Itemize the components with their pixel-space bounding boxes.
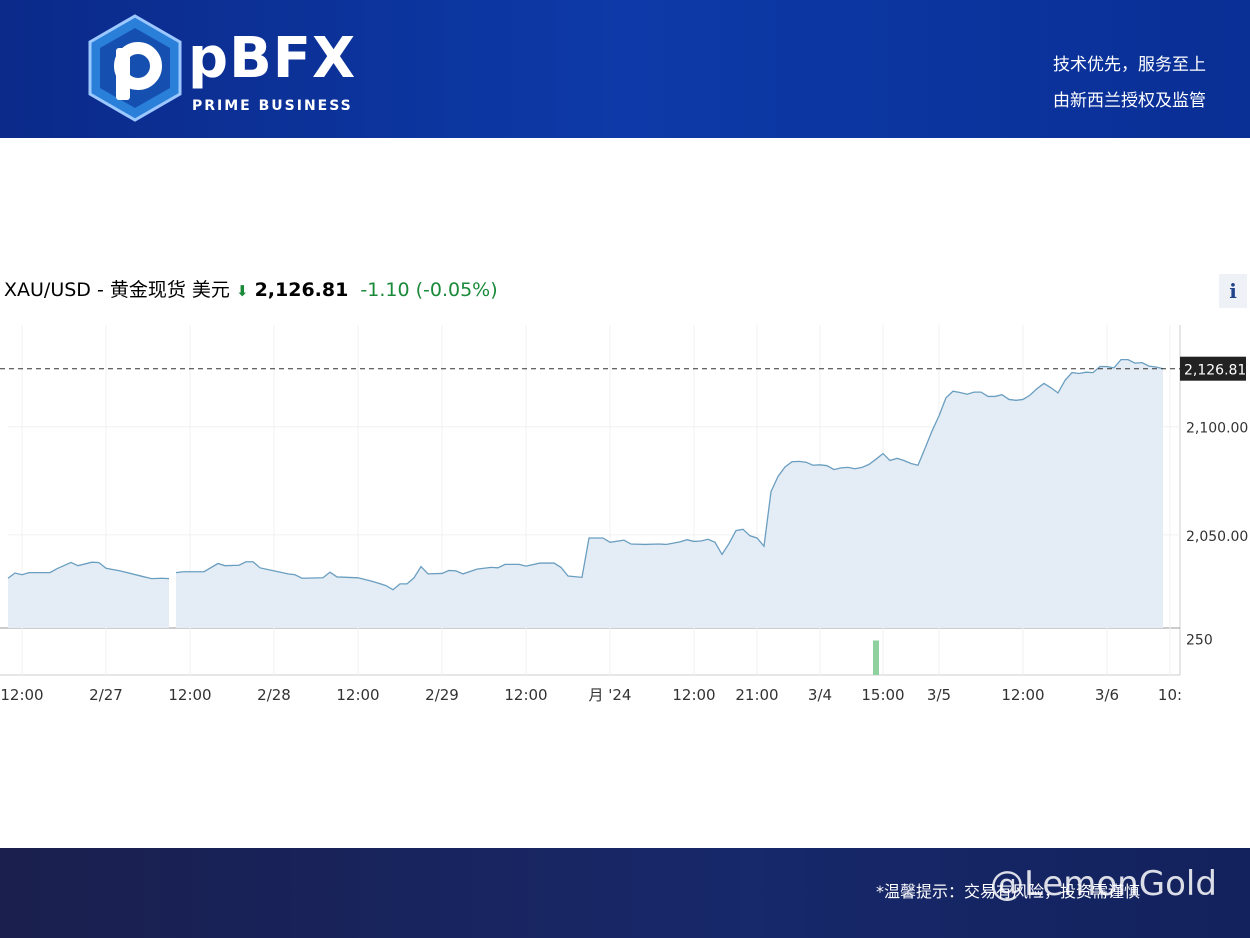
change: -1.10 bbox=[360, 279, 410, 301]
volume-tick-label: 250 bbox=[1186, 632, 1213, 648]
brand: pBFX bbox=[188, 26, 357, 91]
change-percent: (-0.05%) bbox=[415, 279, 498, 301]
down-arrow: ⬇ bbox=[235, 282, 249, 300]
last-price-label: 2,126.81 bbox=[1184, 363, 1246, 379]
brand-sub: PRIME BUSINESS bbox=[192, 98, 353, 114]
y-tick-label: 2,050.00 bbox=[1186, 529, 1248, 545]
line bbox=[7, 561, 170, 580]
quote-header: XAU/USD - 黄金现货 美元 ⬇ 2,126.81 -1.10 (-0.0… bbox=[4, 275, 498, 302]
area bbox=[8, 562, 169, 628]
x-tick-label: 12:00 bbox=[672, 686, 715, 704]
header: pBFX PRIME BUSINESS 技术优先，服务至上 由新西兰授权及监管 bbox=[0, 0, 1250, 138]
footer: *温馨提示：交易有风险，投资需谨慎 @LemonGold bbox=[0, 848, 1250, 938]
x-tick-label: 10: bbox=[1158, 686, 1182, 704]
notice: *温馨提示：交易有风险，投资需谨慎 bbox=[876, 882, 1141, 901]
logo-icon bbox=[88, 14, 182, 122]
x-tick-label: 3/6 bbox=[1095, 686, 1119, 704]
x-tick-label: 12:00 bbox=[168, 686, 211, 704]
x-tick-label: 12:00 bbox=[336, 686, 379, 704]
info-button[interactable]: i bbox=[1219, 274, 1247, 308]
x-tick-label: 15:00 bbox=[861, 686, 904, 704]
x-tick-label: 2/28 bbox=[257, 686, 291, 704]
x-tick-label: 2/29 bbox=[425, 686, 459, 704]
x-tick-label: 2/27 bbox=[89, 686, 123, 704]
watermark: @LemonGold bbox=[990, 864, 1217, 904]
x-tick-label: 月 '24 bbox=[589, 686, 632, 704]
area bbox=[176, 359, 1163, 628]
x-tick-label: 21:00 bbox=[735, 686, 778, 704]
volume-bar bbox=[873, 640, 879, 675]
x-tick-label: 12:00 bbox=[0, 686, 43, 704]
x-tick-label: 12:00 bbox=[1001, 686, 1044, 704]
last-price-box bbox=[1180, 356, 1246, 381]
symbol-title: XAU/USD - 黄金现货 美元 bbox=[4, 279, 230, 301]
slogan: 由新西兰授权及监管 bbox=[1053, 91, 1206, 111]
line bbox=[175, 358, 1164, 591]
x-tick-label: 3/4 bbox=[808, 686, 832, 704]
x-tick-label: 3/5 bbox=[927, 686, 951, 704]
x-tick-label: 12:00 bbox=[504, 686, 547, 704]
slogan: 技术优先，服务至上 bbox=[1053, 55, 1206, 75]
price: 2,126.81 bbox=[254, 279, 349, 301]
y-tick-label: 2,100.00 bbox=[1186, 421, 1248, 437]
